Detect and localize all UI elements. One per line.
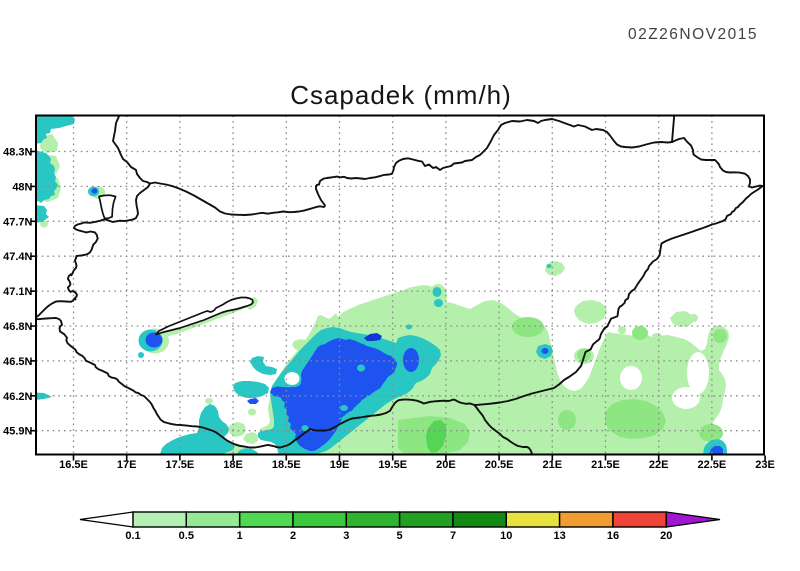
svg-text:48.3N: 48.3N	[3, 147, 32, 159]
svg-text:1: 1	[237, 530, 243, 542]
svg-text:23E: 23E	[755, 459, 775, 471]
svg-text:20: 20	[660, 530, 672, 542]
svg-text:3: 3	[343, 530, 349, 542]
svg-text:22.5E: 22.5E	[698, 459, 727, 471]
svg-text:02Z26NOV2015: 02Z26NOV2015	[628, 26, 758, 43]
svg-text:18E: 18E	[223, 459, 243, 471]
svg-text:20E: 20E	[436, 459, 456, 471]
svg-text:46.5N: 46.5N	[3, 356, 32, 368]
svg-text:22E: 22E	[649, 459, 669, 471]
svg-text:20.5E: 20.5E	[485, 459, 514, 471]
svg-text:5: 5	[397, 530, 403, 542]
svg-text:21E: 21E	[543, 459, 563, 471]
svg-text:17E: 17E	[117, 459, 137, 471]
svg-text:47.4N: 47.4N	[3, 251, 32, 263]
svg-text:16.5E: 16.5E	[59, 459, 88, 471]
svg-text:0.5: 0.5	[179, 530, 194, 542]
svg-text:47.7N: 47.7N	[3, 216, 32, 228]
svg-text:47.1N: 47.1N	[3, 286, 32, 298]
svg-text:46.2N: 46.2N	[3, 391, 32, 403]
svg-text:46.8N: 46.8N	[3, 321, 32, 333]
svg-text:0.1: 0.1	[125, 530, 140, 542]
svg-text:17.5E: 17.5E	[166, 459, 195, 471]
svg-text:Csapadek (mm/h): Csapadek (mm/h)	[290, 80, 512, 110]
svg-text:2: 2	[290, 530, 296, 542]
svg-text:19E: 19E	[330, 459, 350, 471]
svg-text:21.5E: 21.5E	[591, 459, 620, 471]
svg-text:10: 10	[500, 530, 512, 542]
svg-text:7: 7	[450, 530, 456, 542]
svg-text:16: 16	[607, 530, 619, 542]
svg-text:48N: 48N	[12, 181, 32, 193]
svg-text:19.5E: 19.5E	[378, 459, 407, 471]
svg-text:18.5E: 18.5E	[272, 459, 301, 471]
svg-text:45.9N: 45.9N	[3, 426, 32, 438]
svg-text:13: 13	[553, 530, 565, 542]
